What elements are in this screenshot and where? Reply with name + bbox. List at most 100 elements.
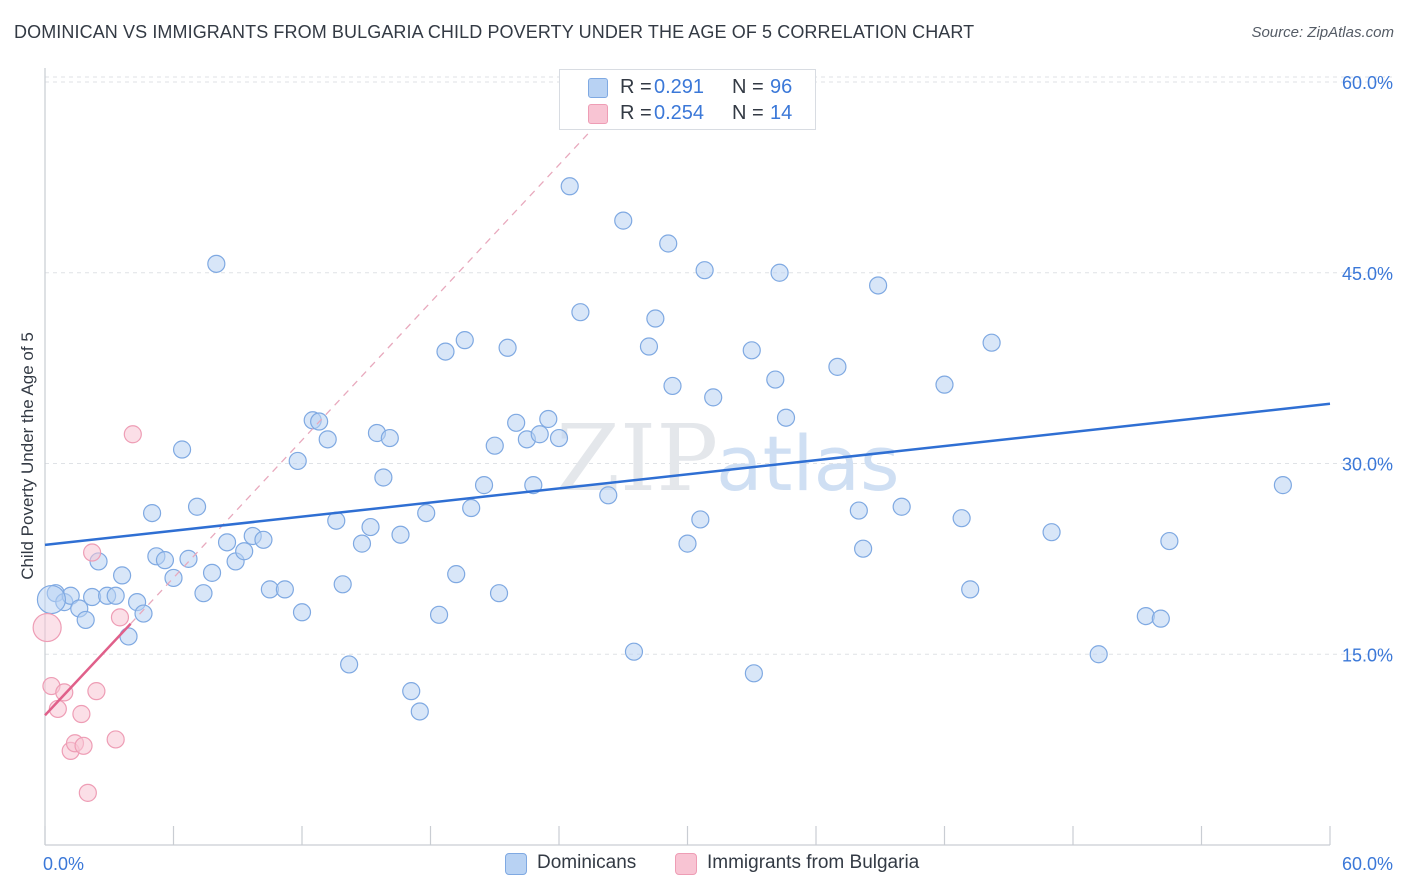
dominican-point	[179, 549, 198, 568]
y-tick-label: 45.0%	[1342, 264, 1393, 284]
y-tick-label: 15.0%	[1342, 645, 1393, 665]
dominican-point	[571, 303, 590, 322]
dominican-point	[374, 468, 393, 487]
legend-label-dominicans: Dominicans	[537, 852, 637, 873]
x-tick-label: 0.0%	[43, 854, 84, 874]
watermark-zip: ZIP	[556, 405, 718, 512]
dominican-point	[119, 627, 138, 646]
bulgaria-trend-extension	[130, 106, 614, 625]
legend-n-label: N =	[732, 102, 764, 124]
bulgaria-point	[74, 736, 93, 755]
dominican-point	[1042, 523, 1061, 542]
watermark-atlas: atlas	[716, 419, 900, 508]
dominican-point	[663, 376, 682, 396]
dominican-point	[333, 575, 352, 594]
bulgaria-point	[106, 730, 125, 749]
dominican-point	[447, 565, 466, 584]
dominican-point	[429, 605, 449, 624]
dominican-point	[691, 510, 710, 529]
dominican-point	[489, 584, 509, 603]
dominican-point	[1089, 645, 1108, 664]
dominican-point	[935, 375, 954, 394]
dominican-point	[982, 333, 1001, 352]
dominican-point	[530, 425, 549, 444]
dominican-point	[1151, 609, 1170, 628]
dominican-point	[391, 525, 410, 544]
source-label: Source: ZipAtlas.com	[1251, 24, 1394, 41]
dominican-point	[828, 357, 847, 376]
legend-swatch-bulgaria	[588, 104, 608, 124]
dominican-point	[498, 338, 517, 357]
trend-lines	[44, 106, 1331, 717]
watermark: ZIP atlas	[556, 405, 900, 512]
dominican-point	[254, 530, 273, 549]
series-bulgaria	[32, 425, 142, 802]
dominican-point	[742, 341, 761, 360]
series-dominicans	[36, 177, 1292, 721]
dominican-point	[340, 655, 359, 674]
dominican-point	[704, 388, 723, 407]
bulgaria-point	[32, 612, 62, 643]
dominican-point	[36, 584, 67, 615]
dominican-point	[155, 551, 175, 570]
dominican-point	[410, 702, 429, 721]
dominican-point	[539, 409, 558, 429]
legend-swatch-dominicans	[588, 78, 608, 98]
dominican-point	[318, 430, 337, 449]
legend-r-value: 0.254	[654, 102, 705, 124]
stats-legend: R = 0.291 N = 96 R = 0.254 N = 14	[559, 69, 816, 130]
legend-n-value: 14	[770, 102, 793, 124]
bulgaria-point	[72, 704, 91, 724]
dominican-point	[134, 604, 153, 623]
dominican-point	[352, 534, 372, 553]
dominican-point	[659, 234, 678, 253]
dominican-point	[462, 498, 481, 518]
gridlines	[45, 76, 1392, 655]
dominican-point	[187, 497, 207, 516]
dominican-point	[217, 533, 237, 552]
legend-r-label: R =	[620, 76, 652, 98]
legend-n-label: N =	[732, 76, 764, 98]
y-axis-label: Child Poverty Under the Age of 5	[18, 332, 37, 580]
dominican-point	[1160, 531, 1179, 551]
bulgaria-point	[123, 425, 142, 444]
dominican-point	[744, 664, 763, 683]
series-legend: Dominicans Immigrants from Bulgaria	[0, 852, 1406, 878]
chart-title: DOMINICAN VS IMMIGRANTS FROM BULGARIA CH…	[14, 22, 975, 42]
dominican-point	[678, 534, 697, 553]
bulgaria-point	[110, 608, 130, 627]
y-tick-label: 60.0%	[1342, 73, 1393, 93]
dominican-point	[288, 451, 307, 471]
legend-r-label: R =	[620, 102, 652, 124]
legend-swatch-dominicans	[505, 853, 527, 875]
dominican-point	[854, 539, 873, 558]
dominican-point	[770, 263, 789, 282]
dominican-point	[849, 501, 868, 520]
dominican-point	[560, 177, 579, 196]
bulgaria-point	[83, 543, 102, 562]
dominican-point	[639, 337, 659, 356]
dominican-point	[235, 542, 254, 561]
dominican-point	[106, 586, 125, 605]
data-points	[32, 177, 1292, 802]
bulgaria-point	[55, 683, 74, 702]
dominican-point	[507, 413, 526, 432]
dominican-point	[436, 342, 455, 361]
dominican-point	[292, 603, 312, 622]
legend-label-bulgaria: Immigrants from Bulgaria	[707, 852, 920, 873]
bulgaria-trend-line	[44, 622, 132, 717]
dominican-point	[275, 580, 294, 599]
dominican-point	[485, 436, 504, 455]
dominican-point	[380, 428, 399, 448]
dominican-point	[549, 428, 569, 448]
dominican-point	[402, 682, 421, 701]
axes: 15.0% 30.0% 45.0% 60.0% 0.0% 60.0%	[43, 68, 1393, 874]
dominican-point	[766, 370, 785, 389]
x-tick-label: 60.0%	[1342, 854, 1393, 874]
dominican-point	[892, 497, 911, 516]
dominican-point	[417, 503, 436, 523]
dominican-point	[1273, 476, 1292, 495]
legend-swatch-bulgaria	[675, 853, 697, 875]
dominican-point	[624, 642, 644, 661]
